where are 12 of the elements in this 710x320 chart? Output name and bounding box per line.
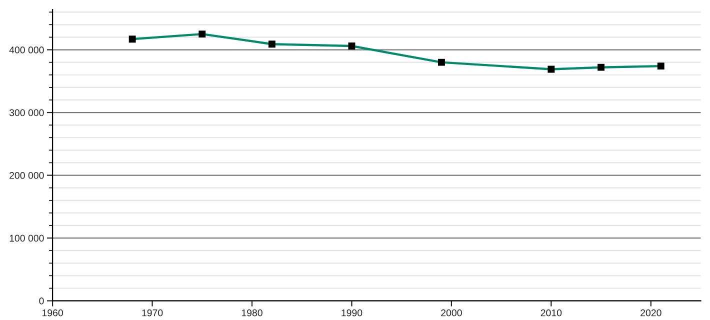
x-tick-label: 2020 [640,309,662,316]
y-tick-label: 0 [39,298,44,304]
x-tick-label: 2010 [540,309,562,316]
y-tick-label: 200 000 [10,172,44,179]
x-tick-label: 1980 [242,309,262,316]
y-tick-label: 300 000 [9,109,44,116]
x-tick-label: 1990 [342,309,362,316]
x-tick-label: 1960 [42,309,63,316]
y-tick-label: 400 000 [9,46,44,54]
x-tick-label: 2000 [441,309,462,316]
y-tick-label: 100 000 [10,234,44,242]
x-tick-label: 1970 [142,309,163,316]
